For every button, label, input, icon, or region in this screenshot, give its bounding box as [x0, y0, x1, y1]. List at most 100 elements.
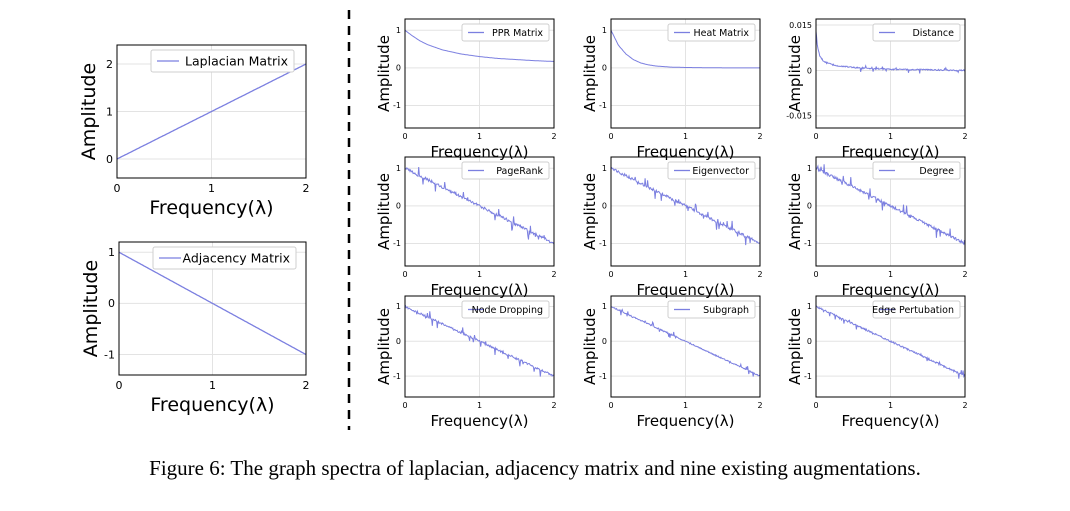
x-tick-label: 1: [477, 270, 482, 279]
chart-eigenvector: 0 1 2 1 0 -1 Frequency(λ) Amplitude Eigenvector: [581, 156, 763, 299]
plot-frame: [815, 18, 966, 129]
y-tick-label: -1: [393, 372, 401, 381]
x-tick-label: 2: [962, 132, 967, 141]
x-tick-label: 1: [209, 379, 216, 392]
plot-frame: [610, 18, 761, 129]
y-axis-label: Amplitude: [375, 173, 393, 250]
x-tick-label: 0: [402, 270, 407, 279]
y-tick-label: -1: [393, 101, 401, 110]
legend-box: [150, 49, 295, 73]
y-axis-label: Amplitude: [375, 35, 393, 112]
x-tick-label: 2: [551, 132, 556, 141]
y-axis-label: Amplitude: [581, 308, 599, 385]
x-tick-label: 2: [757, 132, 762, 141]
legend: Heat Matrix: [667, 23, 756, 42]
plot-frame: [118, 241, 307, 376]
y-tick-label: 0: [602, 202, 607, 211]
series-line: [116, 63, 307, 160]
x-tick-label: 0: [813, 132, 818, 141]
x-tick-label: 0: [608, 132, 613, 141]
y-tick-label: -1: [104, 348, 115, 361]
y-tick-label: 0: [396, 337, 401, 346]
x-tick-label: 0: [402, 401, 407, 410]
x-tick-label: 0: [813, 401, 818, 410]
legend-box: [461, 23, 550, 42]
x-axis-label: Frequency(λ): [841, 412, 939, 430]
series-line: [611, 306, 761, 377]
legend: PageRank: [461, 161, 550, 180]
series-line: [118, 251, 307, 356]
plot-frame: [610, 295, 761, 398]
y-tick-label: -1: [393, 239, 401, 248]
x-axis-label: Frequency(λ): [150, 394, 274, 416]
legend-label: Laplacian Matrix: [185, 54, 288, 69]
chart-pagerank: 0 1 2 1 0 -1 Frequency(λ) Amplitude PageRank: [375, 156, 557, 299]
chart-adjacency: 0 1 2 1 0 -1 Frequency(λ) Amplitude Adjacency Ma…: [80, 241, 310, 416]
x-axis-label: Frequency(λ): [636, 412, 734, 430]
y-tick-label: 1: [396, 164, 401, 173]
y-axis-label: Amplitude: [581, 35, 599, 112]
y-tick-label: 0: [602, 64, 607, 73]
x-tick-label: 2: [551, 401, 556, 410]
legend-box: [461, 161, 550, 180]
y-tick-label: 1: [396, 26, 401, 35]
y-tick-label: 0: [807, 337, 812, 346]
series-line: [815, 305, 966, 379]
y-axis-label: Amplitude: [581, 173, 599, 250]
chart-distance: 0 1 20.0150-0.015Frequency(λ)AmplitudeDist…: [786, 18, 968, 161]
x-tick-label: 1: [477, 132, 482, 141]
x-tick-label: 1: [888, 132, 893, 141]
y-tick-label: 1: [602, 302, 607, 311]
x-tick-label: 2: [757, 401, 762, 410]
x-tick-label: 1: [683, 270, 688, 279]
x-tick-label: 2: [303, 182, 310, 195]
x-axis-label: Frequency(λ): [149, 197, 273, 219]
y-tick-label: -1: [804, 239, 812, 248]
legend-box: [872, 23, 961, 42]
legend: Distance: [872, 23, 961, 42]
figure-caption: Figure 6: The graph spectra of laplacian…: [149, 456, 921, 480]
plot-frame: [404, 295, 555, 398]
legend-label: Adjacency Matrix: [183, 251, 290, 266]
legend-label: Subgraph: [703, 305, 749, 316]
x-tick-label: 2: [962, 401, 967, 410]
series-line: [610, 30, 760, 69]
plot-frame: [815, 295, 966, 398]
legend-box: [152, 246, 297, 270]
y-axis-label: Amplitude: [786, 173, 804, 250]
y-tick-label: -1: [804, 372, 812, 381]
x-tick-label: 1: [888, 401, 893, 410]
y-tick-label: -0.015: [786, 112, 812, 121]
legend-label: Degree: [919, 166, 954, 177]
x-axis-label: Frequency(λ): [841, 281, 939, 299]
x-tick-label: 1: [683, 401, 688, 410]
x-tick-label: 0: [116, 379, 123, 392]
figure-canvas: 0 1 2 0 1 2 Frequency(λ) Amplitude Laplacian Mat…: [78, 10, 968, 430]
legend-box: [872, 300, 961, 319]
legend: Laplacian Matrix: [150, 49, 295, 73]
y-tick-label: -1: [599, 239, 607, 248]
x-tick-label: 1: [477, 401, 482, 410]
x-tick-label: 1: [683, 132, 688, 141]
y-tick-label: 0: [108, 297, 115, 310]
plot-frame: [404, 18, 555, 129]
x-axis-label: Frequency(λ): [430, 412, 528, 430]
chart-degree: 0 1 2 1 0 -1 Frequency(λ) Amplitude Degree: [786, 156, 968, 299]
y-axis-label: Amplitude: [375, 308, 393, 385]
y-axis-label: Amplitude: [786, 35, 804, 112]
x-tick-label: 2: [551, 270, 556, 279]
y-tick-label: 0: [396, 202, 401, 211]
y-tick-label: -1: [599, 101, 607, 110]
x-tick-label: 0: [114, 182, 121, 195]
legend-box: [667, 161, 756, 180]
series-line: [610, 166, 761, 246]
x-tick-label: 2: [962, 270, 967, 279]
series-line: [404, 29, 555, 62]
y-tick-label: 1: [106, 105, 113, 118]
plot-frame: [610, 156, 761, 267]
legend-label: Eigenvector: [692, 166, 749, 177]
legend-box: [667, 23, 756, 42]
legend: PPR Matrix: [461, 23, 550, 42]
